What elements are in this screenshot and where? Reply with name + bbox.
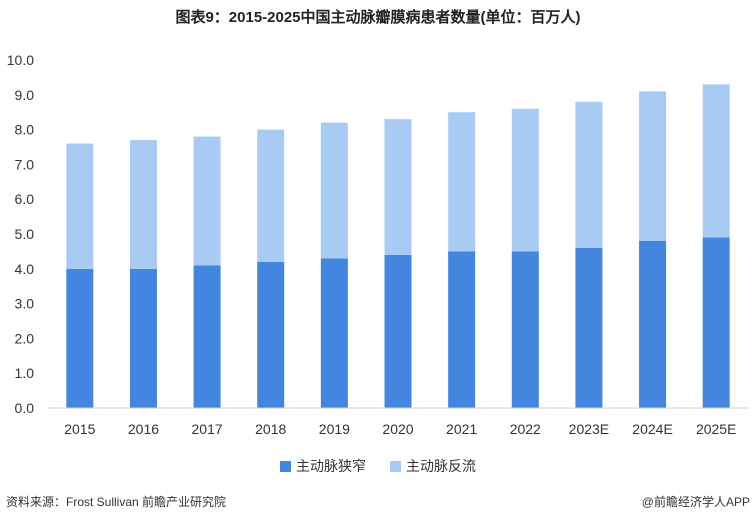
- y-tick-label: 9.0: [15, 87, 35, 103]
- legend-swatch-regurgitation: [390, 460, 401, 472]
- bar-regurgitation: [639, 91, 667, 241]
- bar-stenosis: [575, 247, 603, 408]
- x-tick-label: 2015: [64, 421, 95, 437]
- source-note: 资料来源：Frost Sullivan 前瞻产业研究院: [6, 495, 227, 509]
- x-tick-label: 2023E: [569, 421, 609, 437]
- bar-regurgitation: [448, 112, 476, 252]
- x-tick-label: 2016: [128, 421, 159, 437]
- bars: [66, 84, 730, 408]
- x-tick-label: 2021: [446, 421, 477, 437]
- y-tick-label: 5.0: [15, 226, 35, 242]
- bar-regurgitation: [384, 119, 412, 255]
- x-tick-label: 2025E: [696, 421, 736, 437]
- y-tick-label: 3.0: [15, 296, 35, 312]
- y-tick-label: 8.0: [15, 122, 35, 138]
- bar-stenosis: [320, 258, 348, 408]
- legend: 主动脉狭窄 主动脉反流: [0, 456, 756, 476]
- legend-item-stenosis: 主动脉狭窄: [280, 456, 366, 476]
- x-tick-label: 2022: [510, 421, 541, 437]
- x-tick-label: 2019: [319, 421, 350, 437]
- y-axis: 0.0 1.0 2.0 3.0 4.0 5.0 6.0 7.0 8.0 9.0 10.0: [7, 52, 34, 416]
- bar-regurgitation: [320, 122, 348, 259]
- bar-regurgitation: [257, 129, 285, 262]
- y-tick-label: 1.0: [15, 365, 35, 381]
- y-tick-label: 2.0: [15, 330, 35, 346]
- legend-item-regurgitation: 主动脉反流: [390, 456, 476, 476]
- y-tick-label: 4.0: [15, 261, 35, 277]
- x-axis: 2015 2016 2017 2018 2019 2020 2021 2022 2023E 202…: [48, 407, 748, 437]
- x-tick-label: 2018: [255, 421, 286, 437]
- y-tick-label: 10.0: [7, 52, 34, 68]
- legend-label-regurgitation: 主动脉反流: [406, 458, 476, 474]
- bar-stenosis: [511, 251, 539, 408]
- legend-swatch-stenosis: [280, 460, 291, 472]
- bar-stenosis: [702, 237, 730, 408]
- y-tick-label: 7.0: [15, 156, 35, 172]
- bar-regurgitation: [575, 101, 603, 248]
- bar-stenosis: [193, 265, 221, 408]
- x-tick-label: 2017: [192, 421, 223, 437]
- legend-label-stenosis: 主动脉狭窄: [296, 458, 366, 474]
- bar-stenosis: [384, 254, 412, 408]
- y-tick-label: 0.0: [15, 400, 35, 416]
- chart-title: 图表9：2015-2025中国主动脉瓣膜病患者数量(单位：百万人): [175, 9, 581, 26]
- bar-regurgitation: [129, 140, 157, 269]
- bar-stenosis: [448, 251, 476, 408]
- x-tick-label: 2020: [382, 421, 413, 437]
- x-tick-label: 2024E: [632, 421, 672, 437]
- bar-regurgitation: [193, 136, 221, 266]
- bar-stenosis: [257, 261, 285, 408]
- bar-stenosis: [639, 240, 667, 408]
- bar-regurgitation: [702, 84, 730, 238]
- bar-stenosis: [129, 268, 157, 408]
- bar-regurgitation: [511, 108, 539, 252]
- y-tick-label: 6.0: [15, 191, 35, 207]
- bar-stenosis: [66, 268, 94, 408]
- credit-note: @前瞻经济学人APP: [641, 495, 750, 509]
- bar-regurgitation: [66, 143, 94, 269]
